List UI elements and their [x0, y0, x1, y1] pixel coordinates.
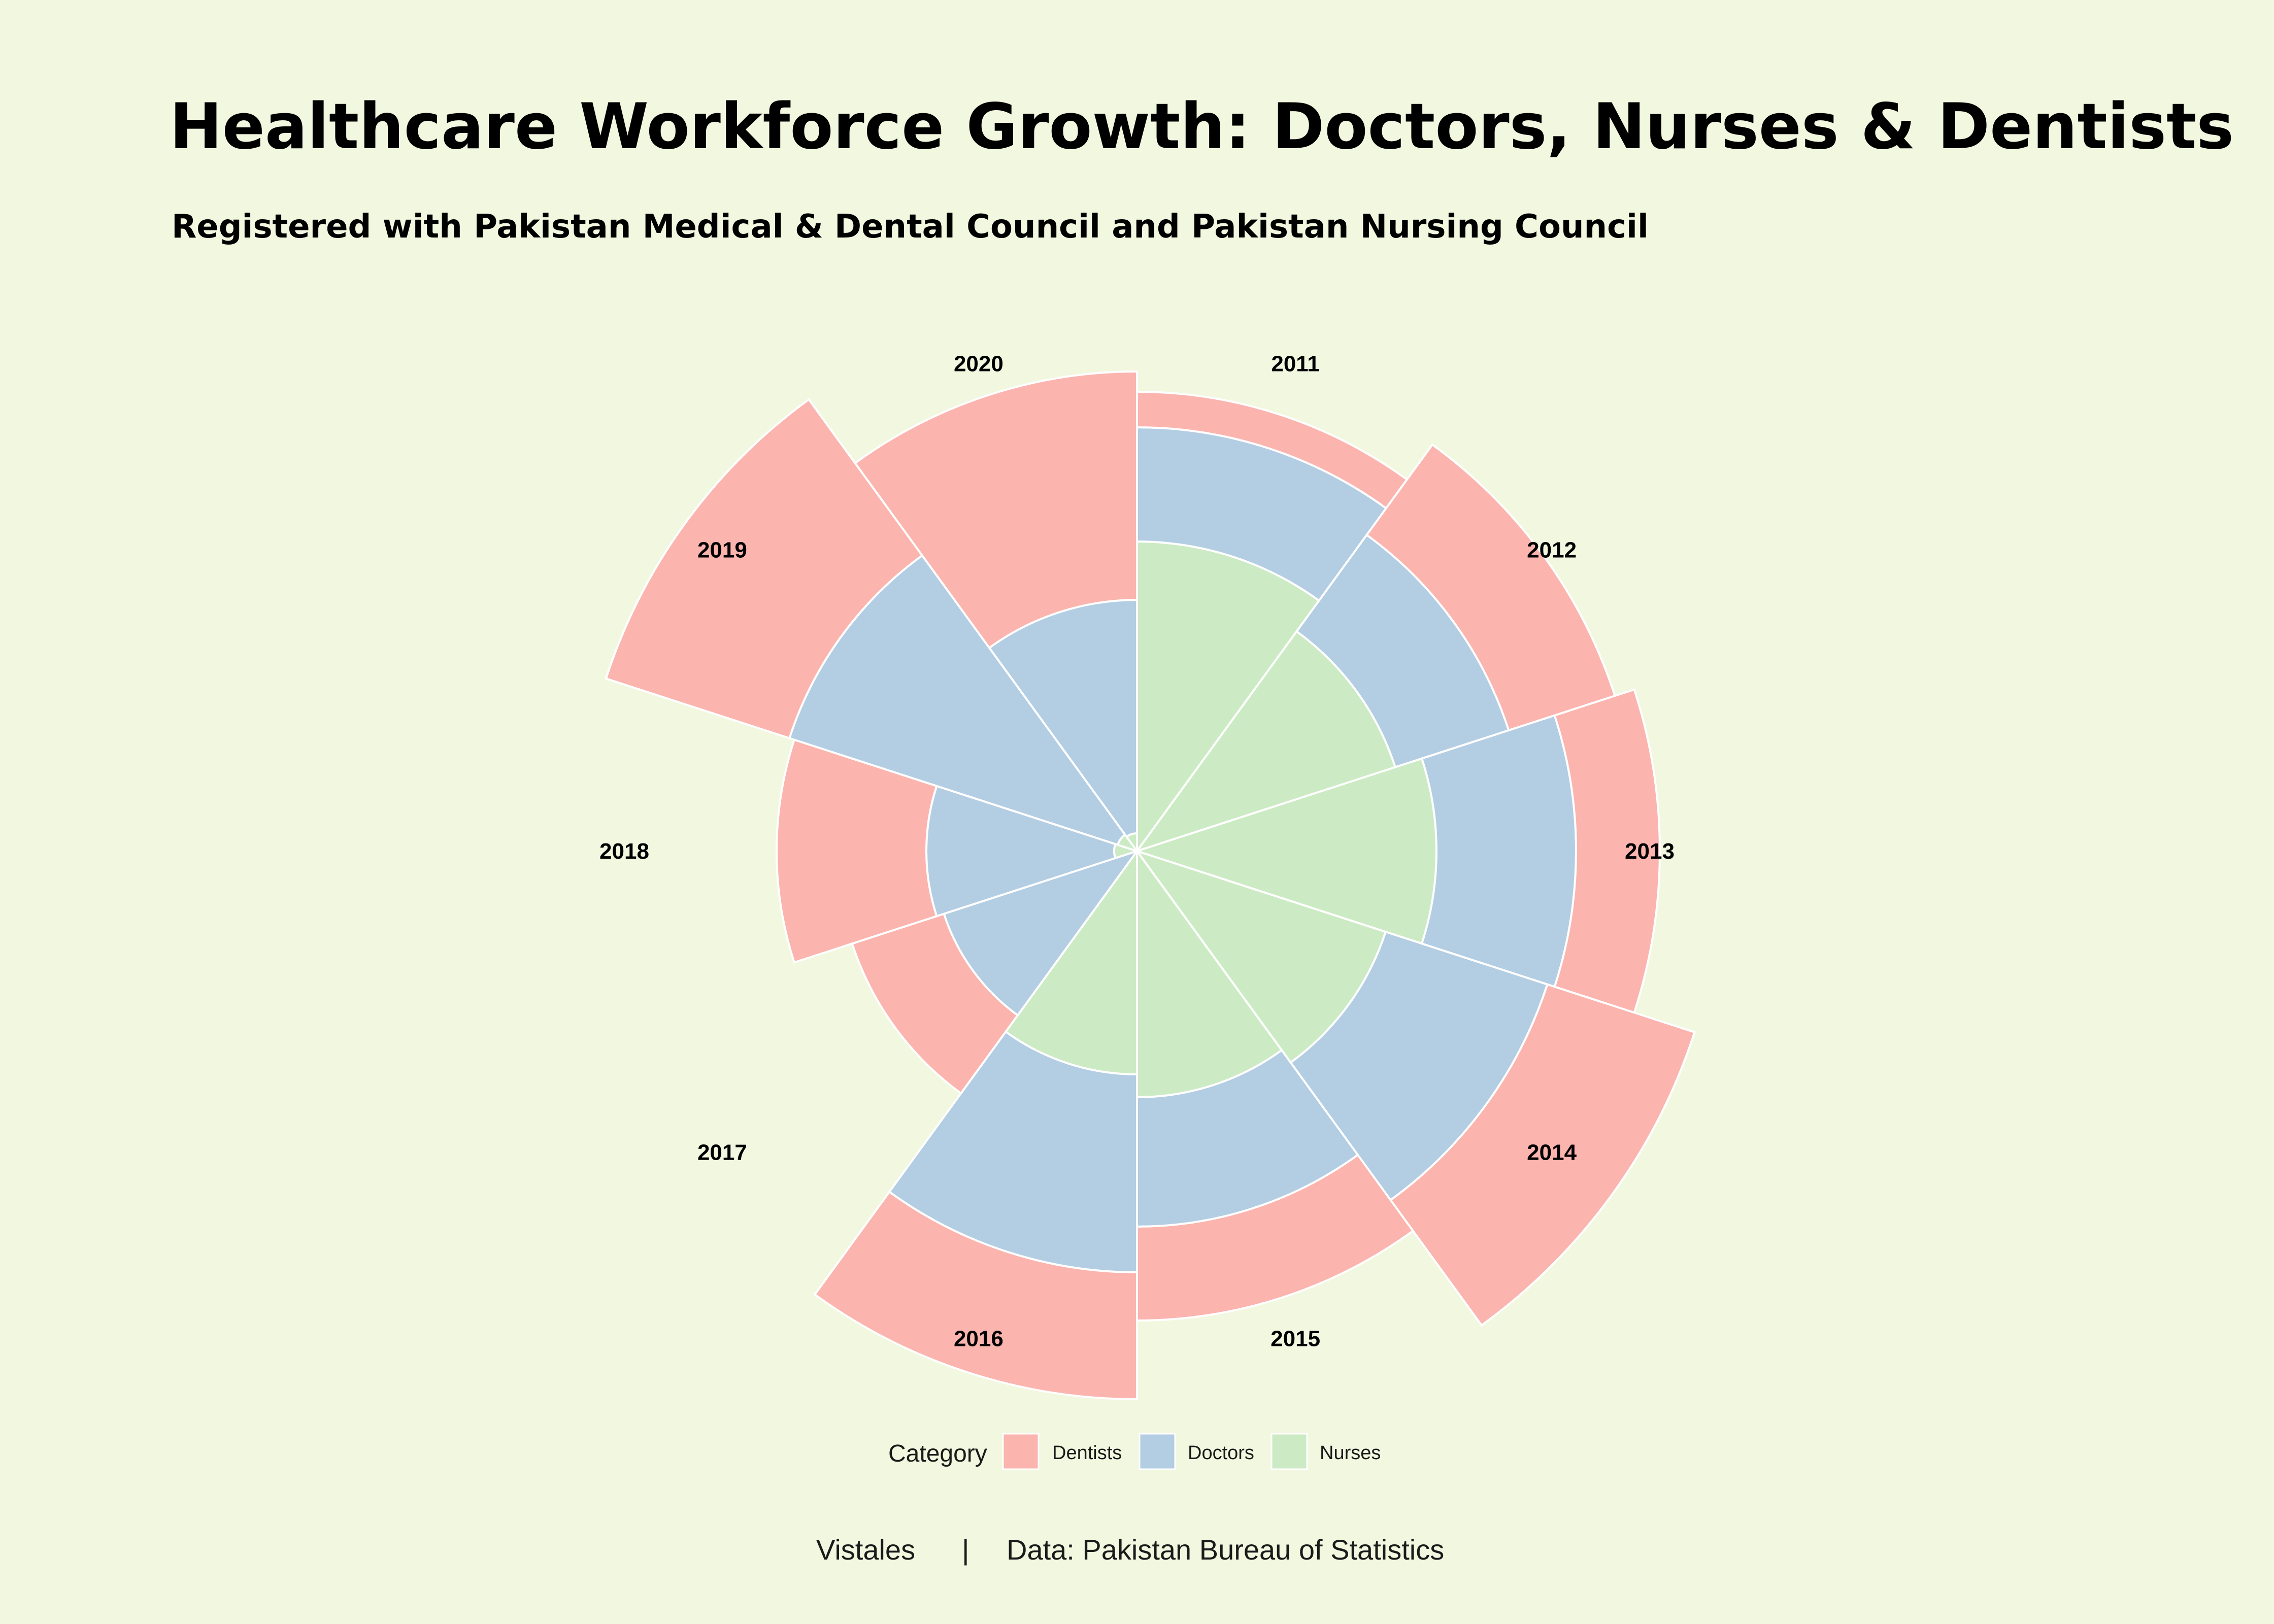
legend-swatch-nurses [1270, 1433, 1308, 1470]
bar-dentists-2014 [1389, 983, 1696, 1327]
legend-swatch-doctors [1139, 1433, 1176, 1470]
chart-subtitle: Registered with Pakistan Medical & Denta… [172, 208, 1649, 246]
legend-title: Category [888, 1440, 987, 1467]
bar-dentists-2020 [853, 370, 1138, 650]
year-label-2011: 2011 [1271, 351, 1319, 376]
polar-bars [605, 370, 1696, 1401]
year-label-2012: 2012 [1527, 537, 1577, 562]
bar-doctors-2013 [1420, 714, 1577, 988]
bar-dentists-2016 [813, 1190, 1138, 1401]
caption-separator: | [962, 1534, 969, 1566]
caption-brand: Vistales [816, 1534, 915, 1566]
year-label-2017: 2017 [697, 1140, 747, 1165]
caption: Vistales | Data: Pakistan Bureau of Stat… [816, 1534, 1444, 1566]
legend: Category Dentists Doctors Nurses [888, 1433, 1381, 1470]
year-label-2018: 2018 [599, 839, 649, 864]
year-label-2020: 2020 [954, 351, 1004, 376]
bar-dentists-2012 [1365, 443, 1617, 732]
year-label-2013: 2013 [1625, 839, 1675, 864]
legend-label-dentists: Dentists [1052, 1442, 1122, 1464]
bar-dentists-2017 [851, 912, 1019, 1095]
year-label-2019: 2019 [697, 537, 747, 562]
chart-title: Healthcare Workforce Growth: Doctors, Nu… [170, 90, 2234, 163]
legend-label-nurses: Nurses [1320, 1442, 1381, 1464]
year-label-2015: 2015 [1270, 1327, 1320, 1351]
bar-dentists-2019 [605, 398, 924, 740]
year-label-2014: 2014 [1527, 1140, 1577, 1165]
legend-label-doctors: Doctors [1188, 1442, 1254, 1464]
bar-dentists-2018 [776, 738, 938, 964]
year-label-2016: 2016 [954, 1327, 1004, 1351]
caption-source: Data: Pakistan Bureau of Statistics [1007, 1534, 1444, 1566]
year-labels: 2011 2012 2013 2014 2015 2016 2017 2018 2019 2020 [599, 351, 1675, 1351]
legend-swatch-dentists [1002, 1433, 1040, 1470]
